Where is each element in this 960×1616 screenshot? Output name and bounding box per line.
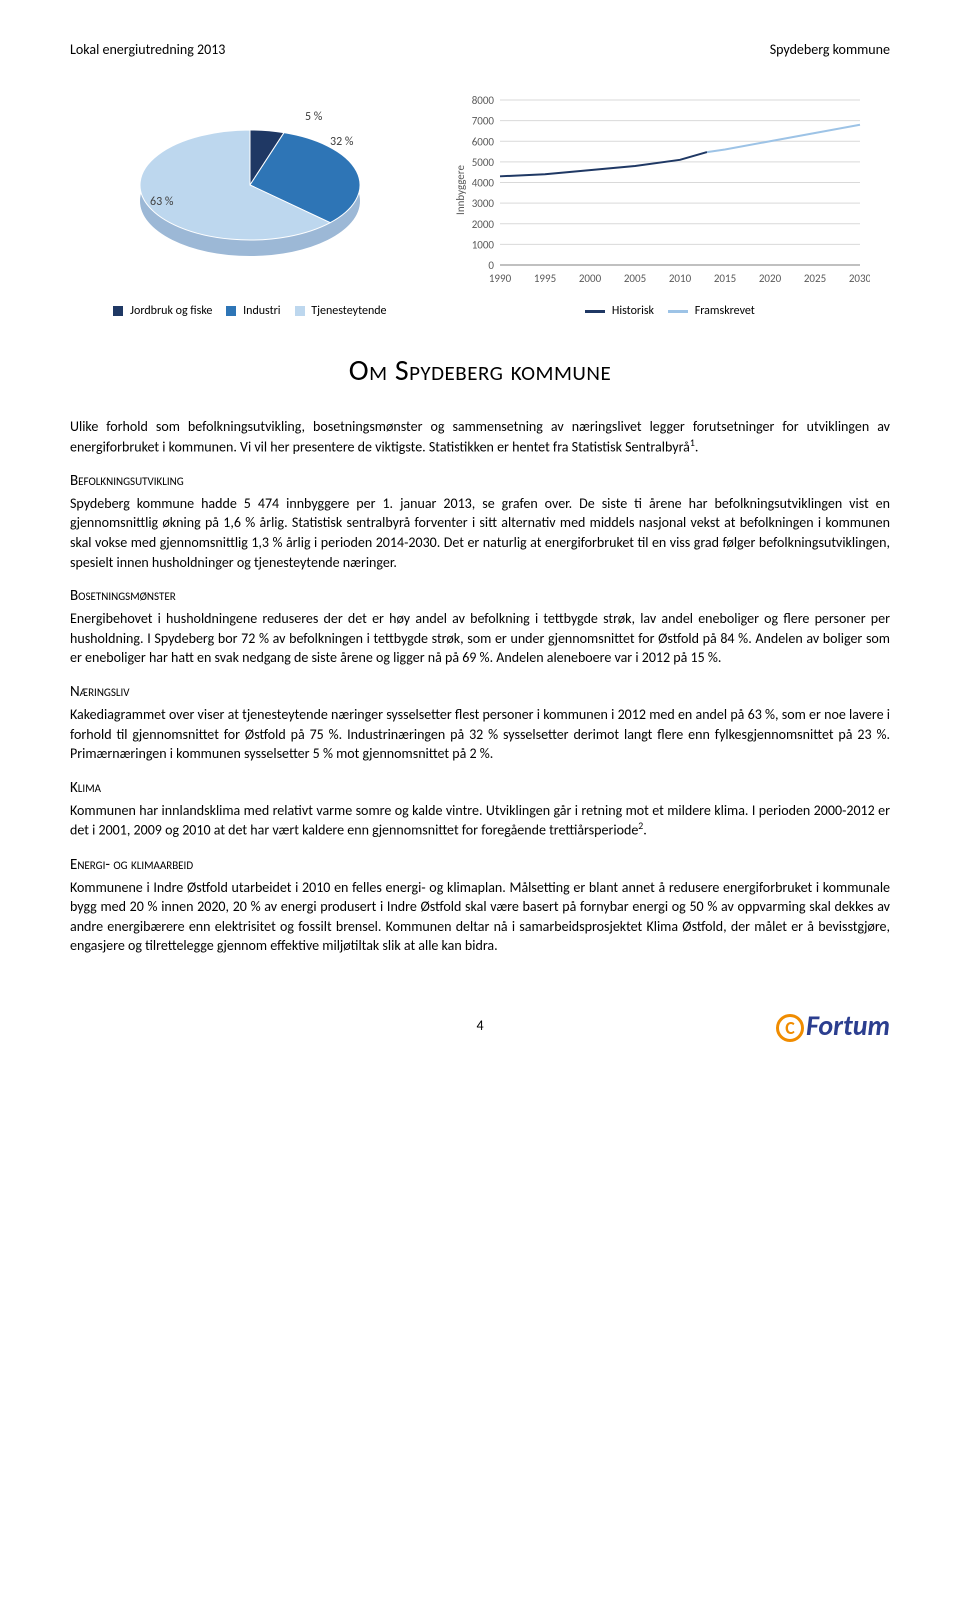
klima-text: Kommunen har innlandsklima med relativt … (70, 802, 890, 839)
section-body-bosetning: Energibehovet i husholdningene reduseres… (70, 609, 890, 668)
intro-paragraph: Ulike forhold som befolkningsutvikling, … (70, 417, 890, 457)
legend-item: Jordbruk og fiske (113, 303, 212, 320)
svg-text:5000: 5000 (472, 155, 495, 168)
line-chart: 0 1000 2000 3000 4000 5000 6000 7000 8000 1990 199… (450, 90, 890, 320)
charts-row: 5 % 32 % 63 % Jordbruk og fiske Industri T… (70, 90, 890, 320)
legend-swatch (113, 306, 123, 316)
svg-text:2030: 2030 (849, 272, 870, 285)
page-number: 4 (70, 1016, 890, 1036)
svg-text:7000: 7000 (472, 114, 495, 127)
logo-badge-icon: C (776, 1014, 804, 1042)
svg-text:3000: 3000 (472, 197, 495, 210)
legend-label: Tjenesteytende (311, 304, 386, 318)
section-body-befolkning: Spydeberg kommune hadde 5 474 innbyggere… (70, 494, 890, 572)
svg-text:2000: 2000 (579, 272, 602, 285)
svg-text:1995: 1995 (534, 272, 556, 285)
svg-text:6000: 6000 (472, 135, 495, 148)
svg-text:2020: 2020 (759, 272, 782, 285)
legend-line-swatch (668, 310, 688, 313)
section-body-naering: Kakediagrammet over viser at tjenesteyte… (70, 705, 890, 764)
pie-legend: Jordbruk og fiske Industri Tjenesteytend… (70, 303, 430, 320)
section-head-befolkning: Befolkningsutvikling (70, 471, 890, 492)
page-header: Lokal energiutredning 2013 Spydeberg kom… (70, 40, 890, 60)
svg-text:1990: 1990 (489, 272, 512, 285)
legend-label: Jordbruk og fiske (130, 304, 212, 318)
legend-swatch (226, 306, 236, 316)
svg-text:5 %: 5 % (305, 110, 323, 124)
header-left: Lokal energiutredning 2013 (70, 40, 225, 60)
legend-item: Framskrevet (668, 303, 755, 320)
legend-item: Industri (226, 303, 280, 320)
legend-swatch (295, 306, 305, 316)
svg-text:2025: 2025 (804, 272, 826, 285)
pie-chart: 5 % 32 % 63 % Jordbruk og fiske Industri T… (70, 90, 430, 320)
section-head-bosetning: Bosetningsmønster (70, 586, 890, 607)
section-body-energi: Kommunene i Indre Østfold utarbeidet i 2… (70, 878, 890, 956)
svg-text:8000: 8000 (472, 94, 495, 107)
svg-text:32 %: 32 % (330, 135, 354, 149)
fortum-logo: CFortum (776, 1006, 890, 1045)
logo-text: Fortum (806, 1008, 890, 1043)
svg-text:2000: 2000 (472, 217, 495, 230)
legend-label: Historisk (612, 304, 654, 318)
header-right: Spydeberg kommune (770, 40, 890, 60)
svg-text:2015: 2015 (714, 272, 736, 285)
svg-text:Innbyggere: Innbyggere (454, 164, 467, 214)
section-body-klima: Kommunen har innlandsklima med relativt … (70, 801, 890, 841)
svg-text:0: 0 (488, 259, 494, 272)
legend-item: Tjenesteytende (295, 303, 387, 320)
svg-text:63 %: 63 % (150, 195, 174, 209)
legend-label: Industri (243, 304, 280, 318)
section-head-naering: Næringsliv (70, 682, 890, 703)
legend-label: Framskrevet (695, 304, 755, 318)
svg-text:2005: 2005 (624, 272, 646, 285)
section-head-energi: Energi- og klimaarbeid (70, 855, 890, 876)
page-title: Om Spydeberg kommune (70, 350, 890, 392)
svg-text:1000: 1000 (472, 238, 495, 251)
intro-text: Ulike forhold som befolkningsutvikling, … (70, 418, 890, 455)
legend-line-swatch (585, 310, 605, 313)
klima-tail: . (643, 822, 647, 839)
legend-item: Historisk (585, 303, 654, 320)
intro-tail: . (695, 438, 699, 455)
line-legend: Historisk Framskrevet (450, 303, 890, 320)
svg-text:4000: 4000 (472, 176, 495, 189)
section-head-klima: Klima (70, 778, 890, 799)
svg-text:2010: 2010 (669, 272, 692, 285)
